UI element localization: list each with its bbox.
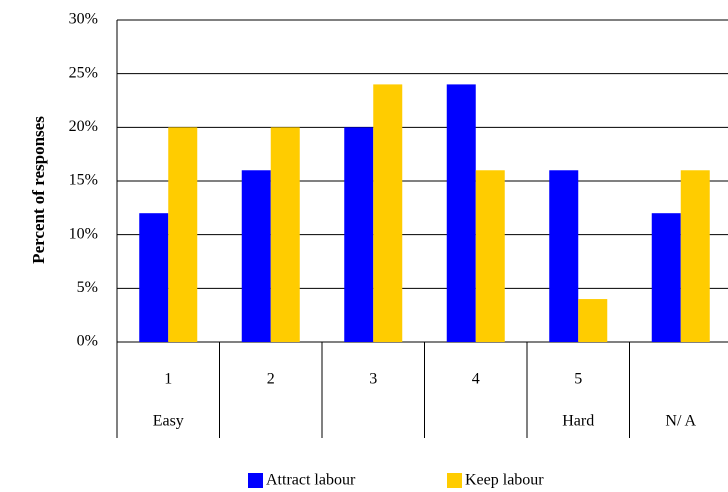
bar [270,127,300,342]
x-sublabel: N/ A [665,413,696,430]
x-tick-label: 5 [574,371,582,388]
y-tick-label: 5% [77,279,98,296]
bar [344,127,374,342]
y-tick-label: 15% [69,172,98,189]
y-tick-label: 30% [69,11,98,28]
y-tick-label: 25% [69,64,98,81]
bar [241,170,271,342]
y-axis-label: Percent of responses [29,116,48,264]
y-tick-label: 10% [69,225,98,242]
legend-swatch [447,473,462,488]
x-sublabel: Easy [153,413,184,430]
legend-swatch [248,473,263,488]
bar [373,84,403,343]
legend-label: Attract labour [266,472,356,489]
bar [139,213,169,342]
x-tick-label: 1 [164,371,172,388]
x-tick-label: 2 [267,371,275,388]
bar [446,84,476,343]
bar [168,127,198,342]
x-sublabel: Hard [562,413,594,430]
x-tick-label: 4 [472,371,480,388]
bar [475,170,505,342]
bar [578,299,608,342]
bar [651,213,681,342]
y-tick-label: 0% [77,333,98,350]
x-tick-label: 3 [369,371,377,388]
bar [549,170,579,342]
legend-label: Keep labour [465,472,544,489]
bar [680,170,710,342]
y-tick-label: 20% [69,118,98,135]
